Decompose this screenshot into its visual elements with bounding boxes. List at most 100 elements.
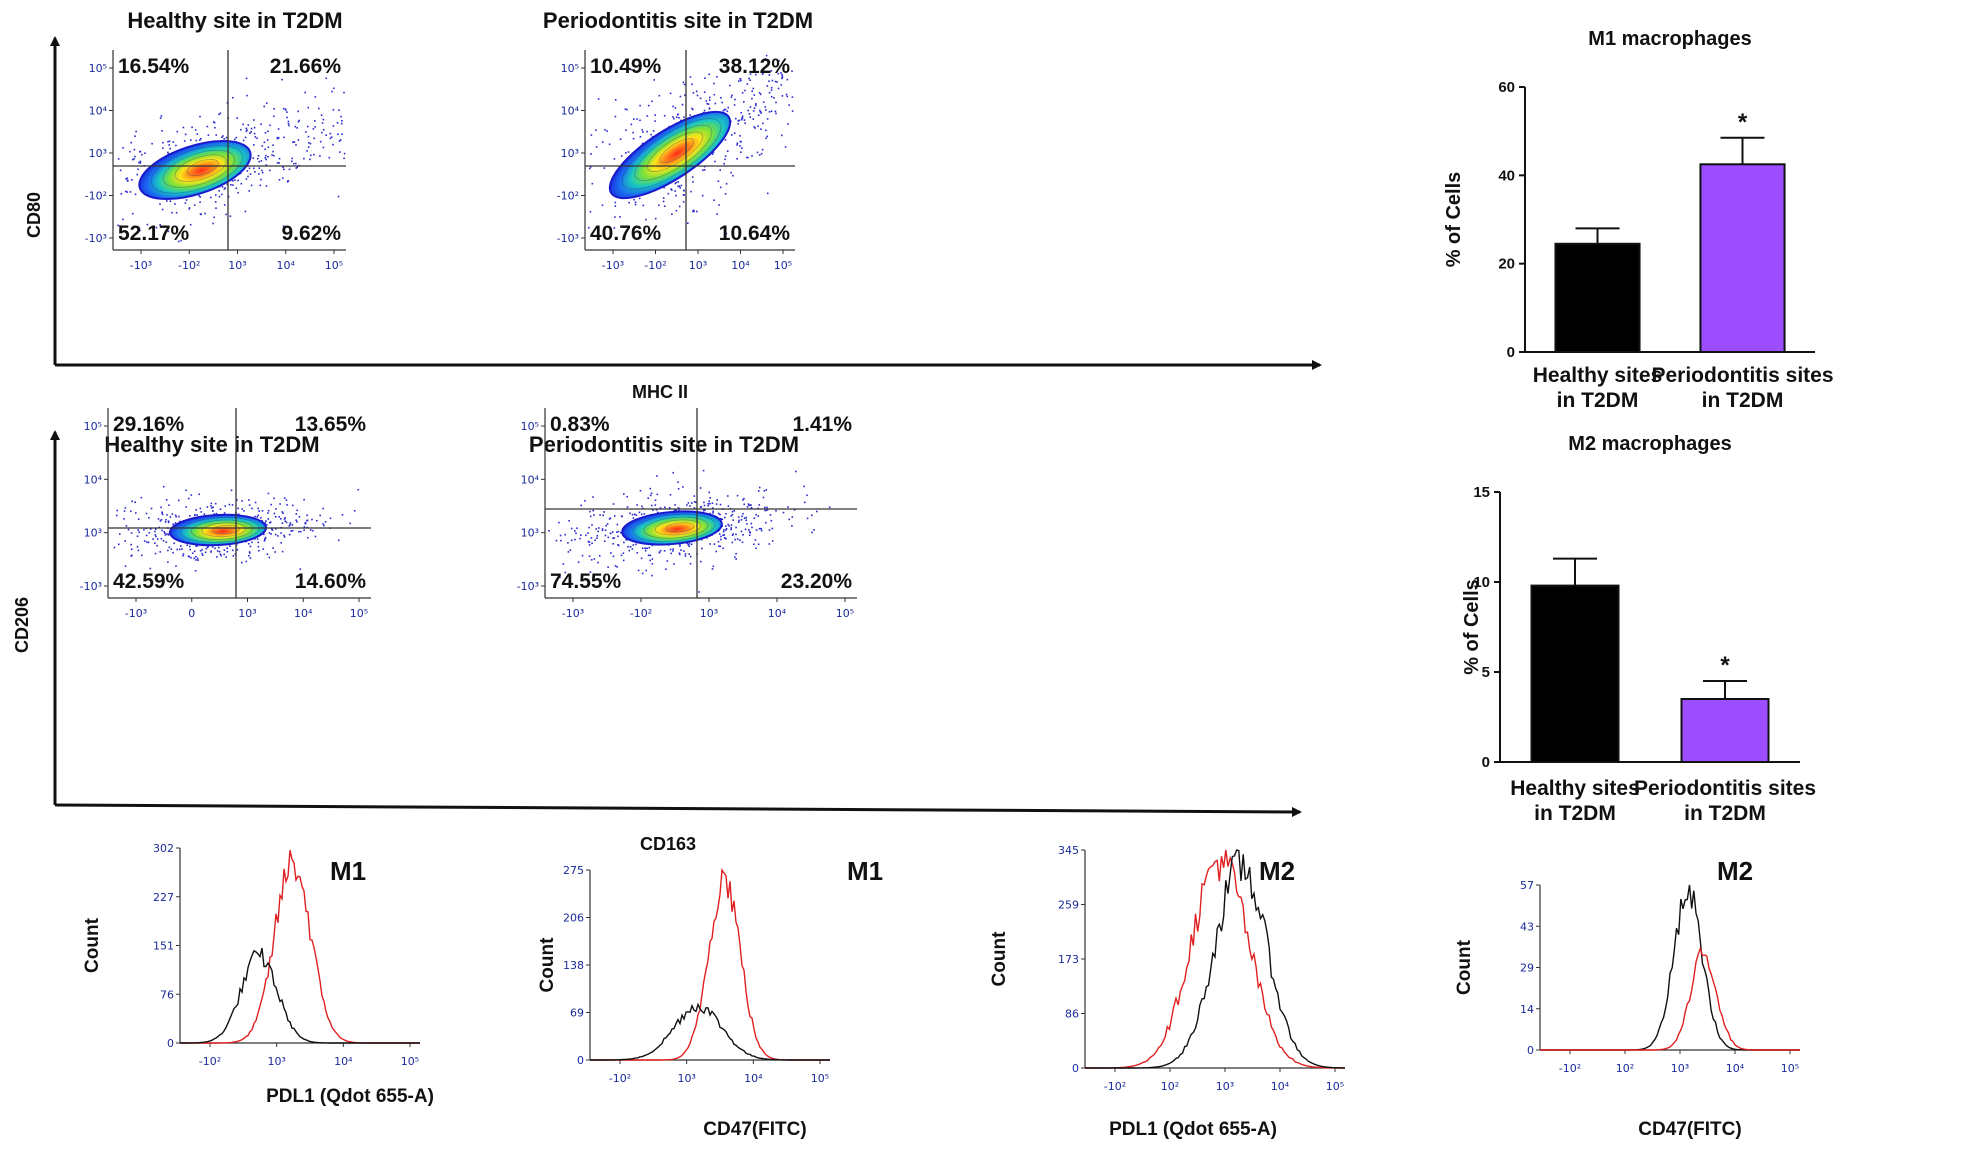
x-tick-label: 10⁴ <box>768 607 787 620</box>
flow-event-dot <box>244 210 247 213</box>
flow-event-dot <box>161 130 163 132</box>
flow-event-dot <box>793 509 796 511</box>
flow-event-dot <box>306 125 309 128</box>
histogram-x-tick-label: 10³ <box>1671 1062 1689 1075</box>
flow-event-dot <box>210 196 212 199</box>
flow-event-dot <box>704 77 706 79</box>
flow-event-dot <box>296 127 298 129</box>
flow-event-dot <box>743 503 745 506</box>
flow-event-dot <box>624 226 627 228</box>
flow-event-dot <box>718 545 720 547</box>
flow-event-dot <box>137 549 140 552</box>
quadrant-upper-left: 0.83% <box>550 413 610 436</box>
flow-event-dot <box>745 516 747 519</box>
flow-event-dot <box>727 106 729 109</box>
flow-event-dot <box>287 180 290 182</box>
flow-event-dot <box>260 160 263 162</box>
flow-event-dot <box>614 115 617 118</box>
flow-event-dot <box>607 566 609 568</box>
flow-event-dot <box>307 146 310 148</box>
row1-xlabel: MHC II <box>632 382 688 402</box>
flow-event-dot <box>759 93 762 96</box>
flow-event-dot <box>341 133 343 135</box>
flow-event-dot <box>736 538 739 540</box>
flow-event-dot <box>299 568 302 570</box>
flow-event-dot <box>269 124 271 127</box>
flow-event-dot <box>221 136 223 139</box>
flow-event-dot <box>339 139 342 141</box>
flow-event-dot <box>266 524 268 526</box>
flow-event-dot <box>770 95 773 98</box>
flow-event-dot <box>719 186 722 189</box>
flow-event-dot <box>304 522 306 525</box>
flow-event-dot <box>758 154 761 156</box>
flow-event-dot <box>282 177 284 179</box>
flow-event-dot <box>187 497 190 500</box>
flow-event-dot <box>268 556 271 559</box>
flow-event-dot <box>591 182 594 185</box>
flow-event-dot <box>709 512 711 515</box>
flow-event-dot <box>736 494 739 497</box>
flow-event-dot <box>256 516 258 518</box>
flow-event-dot <box>651 574 653 577</box>
flow-event-dot <box>725 538 727 540</box>
flow-event-dot <box>168 144 170 146</box>
flow-event-dot <box>613 227 616 229</box>
flow-event-dot <box>245 77 248 80</box>
flow-event-dot <box>589 210 592 213</box>
flow-event-dot <box>297 110 299 113</box>
flow-event-dot <box>753 107 756 109</box>
flow-event-dot <box>672 116 674 118</box>
flow-event-dot <box>713 82 715 85</box>
flow-event-dot <box>721 101 723 104</box>
flow-event-dot <box>176 548 178 551</box>
flow-event-dot <box>118 543 120 546</box>
flow-event-dot <box>257 514 259 517</box>
flow-event-dot <box>298 119 300 122</box>
flow-event-dot <box>709 497 711 499</box>
flow-event-dot <box>329 517 332 520</box>
histogram-x-tick-label: 10² <box>1161 1080 1179 1093</box>
flow-event-dot <box>196 557 199 560</box>
flow-event-dot <box>643 513 646 515</box>
flow-event-dot <box>230 489 233 492</box>
flow-event-dot <box>154 530 156 533</box>
flow-event-dot <box>746 523 748 525</box>
flow-event-dot <box>716 213 718 215</box>
flow-event-dot <box>723 108 726 111</box>
histogram-y-tick-label: 86 <box>1065 1008 1079 1021</box>
flow-event-dot <box>207 134 210 136</box>
flow-event-dot <box>674 190 676 192</box>
flow-event-dot <box>692 210 694 213</box>
histogram-y-tick-label: 0 <box>1527 1044 1534 1057</box>
flow-event-dot <box>134 155 136 158</box>
flow-event-dot <box>223 512 226 514</box>
flow-event-dot <box>787 123 789 125</box>
flow-event-dot <box>735 533 737 536</box>
flow-event-dot <box>257 545 260 548</box>
flow-event-dot <box>614 515 616 517</box>
flow-event-dot <box>249 173 252 175</box>
flow-event-dot <box>230 184 232 186</box>
flow-event-dot <box>596 535 599 537</box>
flow-event-dot <box>240 128 242 131</box>
flow-event-dot <box>684 555 687 557</box>
histogram-series-black <box>590 1002 830 1061</box>
flow-event-dot <box>650 492 653 495</box>
flow-event-dot <box>235 136 238 139</box>
flow-event-dot <box>148 517 150 519</box>
flow-event-dot <box>612 537 614 540</box>
flow-event-dot <box>325 134 327 136</box>
flow-event-dot <box>198 194 200 197</box>
histogram-x-tick-label: 10² <box>1616 1062 1634 1075</box>
flow-event-dot <box>708 107 711 109</box>
flow-event-dot <box>768 529 771 531</box>
flow-event-dot <box>265 158 267 161</box>
histogram-x-tick-label: -10² <box>1104 1080 1126 1093</box>
flow-event-dot <box>119 169 122 172</box>
flow-event-dot <box>331 90 333 93</box>
flow-event-dot <box>738 119 741 122</box>
flow-event-dot <box>636 552 639 554</box>
flow-event-dot <box>678 185 681 187</box>
